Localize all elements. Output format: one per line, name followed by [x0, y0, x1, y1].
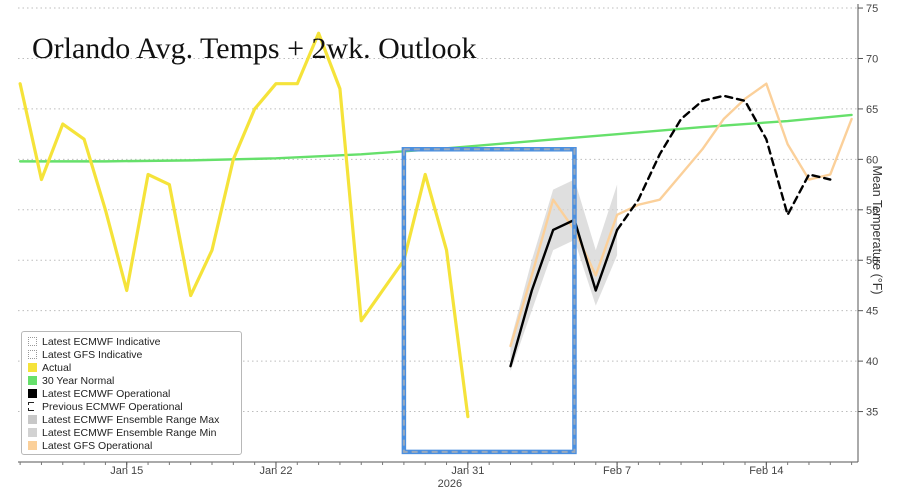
- legend-swatch: [28, 376, 37, 385]
- series-actual: [18, 31, 470, 419]
- legend-swatch: [28, 389, 37, 398]
- y-tick-label: 75: [866, 3, 878, 15]
- legend: Latest ECMWF Indicative Latest GFS Indica…: [21, 331, 242, 455]
- legend-item: Previous ECMWF Operational: [28, 400, 241, 413]
- y-tick-label: 60: [866, 154, 878, 166]
- highlight-box-dash: [402, 148, 576, 453]
- y-tick-label: 50: [866, 255, 878, 267]
- legend-swatch: [28, 402, 34, 411]
- legend-item: Actual: [28, 361, 241, 374]
- y-tick-label: 45: [866, 306, 878, 318]
- year-label: 2026: [438, 478, 462, 489]
- axes: 35 40 45 50 55 60 65 70 75 Jan 15 Jan 22 Jan 31 Feb …: [18, 3, 878, 489]
- legend-label: 30 Year Normal: [42, 374, 115, 387]
- legend-item: Latest ECMWF Ensemble Range Min: [28, 426, 241, 439]
- series-lines: [18, 31, 853, 419]
- series-latest-gfs-operational: [509, 82, 853, 348]
- y-axis-label: Mean Temperature (°F): [870, 165, 884, 295]
- legend-item: Latest GFS Indicative: [28, 348, 241, 361]
- legend-item: Latest GFS Operational: [28, 439, 241, 452]
- legend-label: Latest ECMWF Indicative: [42, 335, 161, 348]
- series-30-year-normal: [18, 113, 853, 163]
- y-tick-label: 55: [866, 205, 878, 217]
- highlight-box: [401, 147, 577, 455]
- legend-label: Latest ECMWF Ensemble Range Min: [42, 426, 217, 439]
- legend-label: Latest ECMWF Ensemble Range Max: [42, 413, 220, 426]
- y-tick-label: 65: [866, 104, 878, 116]
- legend-swatch: [28, 350, 37, 359]
- y-tick-label: 70: [866, 53, 878, 65]
- series-previous-ecmwf-operational: [615, 94, 832, 232]
- legend-label: Previous ECMWF Operational: [42, 400, 183, 413]
- legend-swatch: [28, 428, 37, 437]
- legend-item: Latest ECMWF Operational: [28, 387, 241, 400]
- legend-item: Latest ECMWF Ensemble Range Max: [28, 413, 241, 426]
- legend-swatch: [28, 441, 37, 450]
- legend-swatch: [28, 363, 37, 372]
- legend-label: Latest GFS Operational: [42, 439, 153, 452]
- legend-label: Actual: [42, 361, 72, 374]
- x-tick-label: Jan 31: [451, 465, 484, 477]
- x-tick-label: Jan 15: [110, 465, 143, 477]
- x-tick-label: Jan 22: [259, 465, 292, 477]
- legend-label: Latest GFS Indicative: [42, 348, 143, 361]
- y-tick-label: 35: [866, 407, 878, 419]
- legend-item: Latest ECMWF Indicative: [28, 335, 241, 348]
- legend-item: 30 Year Normal: [28, 374, 241, 387]
- x-tick-label: Feb 14: [749, 465, 783, 477]
- legend-label: Latest ECMWF Operational: [42, 387, 171, 400]
- x-tick-label: Feb 7: [603, 465, 631, 477]
- legend-swatch: [28, 337, 37, 346]
- series-latest-ecmwf-operational: [509, 218, 619, 368]
- legend-swatch: [28, 415, 37, 424]
- chart-title: Orlando Avg. Temps + 2wk. Outlook: [32, 32, 477, 65]
- y-tick-label: 40: [866, 356, 878, 368]
